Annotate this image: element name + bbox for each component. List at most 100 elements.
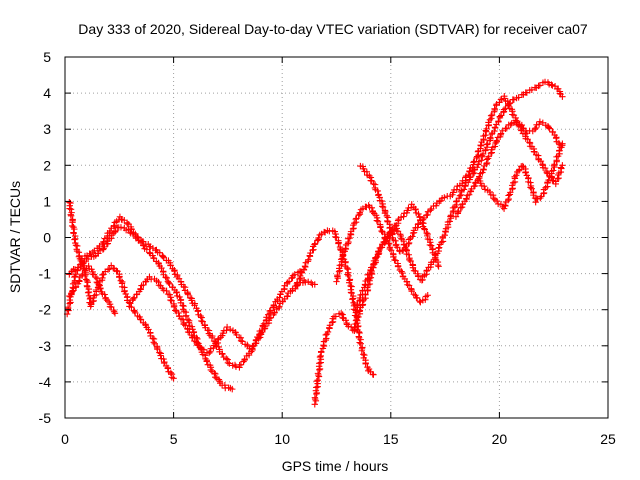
data-point <box>480 183 488 190</box>
data-point <box>479 150 487 158</box>
data-point <box>353 215 360 222</box>
data-point <box>301 262 309 270</box>
data-point <box>424 232 431 240</box>
data-point <box>334 271 341 279</box>
data-point <box>292 285 299 293</box>
data-point <box>137 285 144 293</box>
data-point <box>163 287 170 295</box>
data-point <box>548 81 555 88</box>
data-point <box>258 326 266 334</box>
data-point <box>486 188 493 196</box>
data-point <box>110 223 117 230</box>
data-point <box>496 113 504 120</box>
y-tick-label: -4 <box>39 374 52 390</box>
data-point <box>506 100 513 107</box>
data-point <box>335 265 343 272</box>
data-point <box>309 247 316 254</box>
data-point <box>488 111 496 119</box>
data-point <box>149 335 156 342</box>
data-point <box>352 307 360 314</box>
data-point <box>516 166 523 173</box>
x-tick-label: 0 <box>61 431 69 447</box>
series-track-5 <box>126 266 308 357</box>
data-point <box>150 339 157 346</box>
data-point <box>97 285 104 293</box>
data-point <box>170 375 177 382</box>
data-point <box>162 273 169 281</box>
data-point <box>416 297 423 305</box>
data-point <box>536 118 544 125</box>
data-point <box>339 255 346 262</box>
data-point <box>297 272 304 280</box>
data-point <box>545 124 552 131</box>
data-point <box>349 296 356 303</box>
x-axis-label: GPS time / hours <box>282 458 389 474</box>
data-point <box>483 125 490 133</box>
data-point <box>422 296 429 303</box>
data-point <box>92 274 99 281</box>
data-point <box>284 292 291 300</box>
y-tick-label: 0 <box>43 230 51 246</box>
x-tick-label: 20 <box>492 431 508 447</box>
data-point <box>424 211 431 219</box>
data-point <box>173 289 180 296</box>
data-point <box>146 249 153 256</box>
data-point <box>205 349 213 357</box>
data-point <box>130 295 137 302</box>
series-track-10 <box>352 78 566 314</box>
data-point <box>188 323 196 330</box>
data-point <box>276 294 283 301</box>
data-point <box>470 159 477 166</box>
data-point <box>487 134 494 141</box>
series-track-4 <box>66 262 119 317</box>
data-point <box>528 185 535 192</box>
data-point <box>128 303 135 311</box>
data-point <box>486 116 494 123</box>
data-point <box>507 189 514 196</box>
data-point <box>206 348 214 356</box>
data-point <box>75 277 83 284</box>
data-point <box>476 173 483 180</box>
data-point <box>515 94 522 101</box>
data-point <box>182 312 190 320</box>
data-point <box>84 289 92 296</box>
data-point <box>249 343 256 350</box>
data-point <box>390 253 397 261</box>
data-point <box>453 198 460 205</box>
data-point <box>314 376 321 384</box>
x-tick-label: 5 <box>170 431 178 447</box>
data-point <box>436 198 443 205</box>
data-point <box>198 317 205 325</box>
data-point <box>343 264 351 272</box>
data-point <box>207 366 215 374</box>
data-point <box>237 337 245 344</box>
data-point <box>352 215 359 223</box>
data-point <box>83 276 90 283</box>
data-point <box>559 162 566 169</box>
data-point <box>447 213 454 220</box>
data-point <box>99 246 107 253</box>
data-point <box>532 124 540 132</box>
data-point <box>285 278 293 285</box>
data-point <box>481 186 489 193</box>
data-point <box>172 307 179 314</box>
data-point <box>453 186 460 193</box>
data-point <box>379 203 386 210</box>
data-point <box>441 194 448 201</box>
data-point <box>125 226 132 233</box>
data-point <box>380 238 387 246</box>
data-point <box>386 245 393 253</box>
data-point <box>342 317 350 324</box>
data-point <box>315 373 323 380</box>
data-point <box>189 334 196 341</box>
data-point <box>457 204 464 212</box>
data-point <box>513 172 520 179</box>
data-point <box>93 278 100 286</box>
data-point <box>305 256 312 263</box>
data-point <box>355 322 362 330</box>
data-point <box>131 308 138 315</box>
y-axis-label: SDTVAR / TECUs <box>7 181 23 293</box>
data-point <box>313 377 321 385</box>
data-point <box>495 118 502 125</box>
data-point <box>455 207 462 215</box>
